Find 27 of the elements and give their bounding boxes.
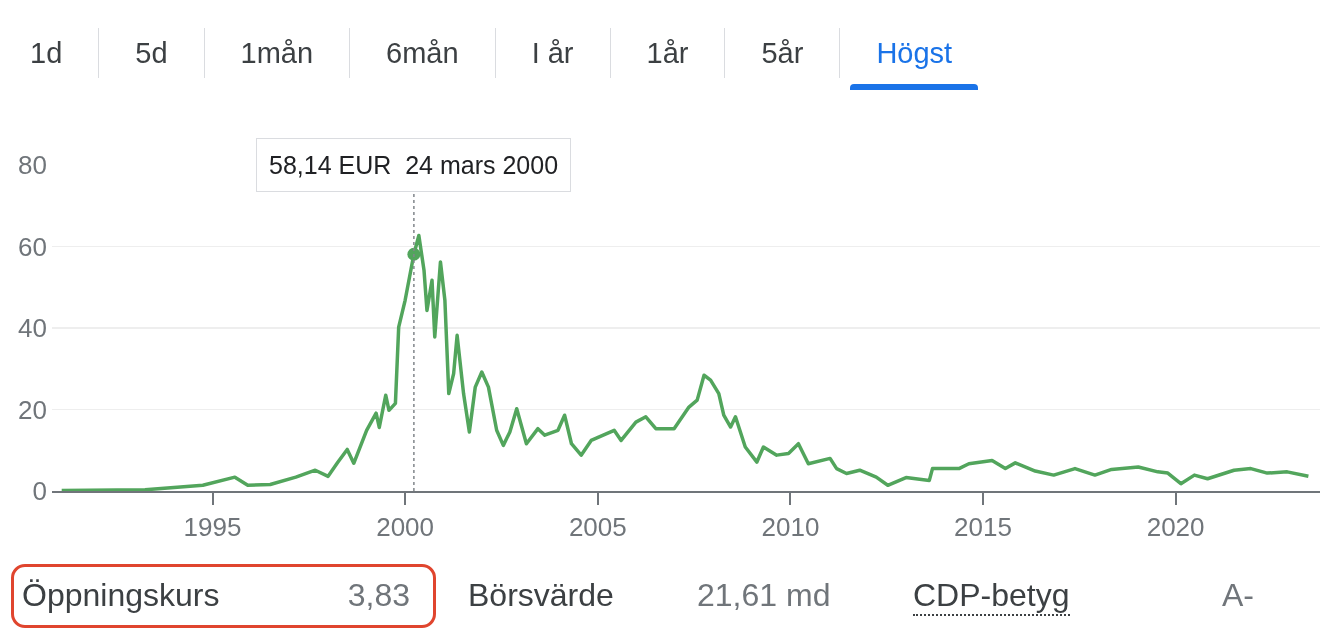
x-tick-label: 2015: [954, 512, 1012, 543]
text: Öppningskurs: [22, 577, 220, 614]
text: 6mån: [350, 28, 496, 78]
y-tick-label: 80: [18, 150, 47, 181]
text: 1mån: [204, 28, 351, 78]
annotation: 58,14 EUR 24 mars 2000: [269, 151, 559, 179]
x-tick-label: 2000: [376, 512, 435, 543]
text: I år: [495, 28, 611, 78]
text: 5år: [725, 28, 841, 78]
x-tick-label: 2005: [568, 512, 627, 543]
text: 21,61 md: [697, 577, 831, 614]
text: Börsvärde: [468, 577, 614, 614]
x-tick-label: 1995: [183, 512, 242, 543]
text: 1d: [0, 28, 100, 78]
text: 3,83: [347, 577, 410, 614]
y-tick-label: 60: [18, 231, 47, 262]
y-tick-label: 0: [32, 476, 47, 507]
line-series: [59, 233, 1311, 491]
x-tick-label: 2020: [1146, 512, 1205, 543]
text: A-: [1222, 577, 1254, 614]
y-tick-label: 40: [18, 313, 47, 344]
text: Högst: [875, 36, 954, 71]
text: 5d: [99, 28, 205, 78]
x-tick-label: 2010: [761, 512, 820, 543]
text: 1år: [610, 28, 726, 78]
text: CDP-betyg: [913, 577, 1070, 616]
y-tick-label: 20: [18, 394, 47, 425]
